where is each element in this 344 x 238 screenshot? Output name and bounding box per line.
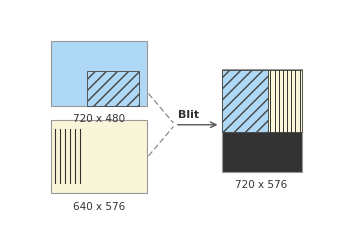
- Bar: [268, 69, 302, 132]
- Bar: [222, 69, 302, 172]
- Text: 720 x 576: 720 x 576: [236, 180, 288, 190]
- Text: Blit: Blit: [178, 110, 199, 120]
- Bar: [222, 69, 268, 132]
- Bar: [51, 120, 147, 193]
- Bar: [51, 41, 147, 105]
- Text: 720 x 480: 720 x 480: [73, 114, 125, 124]
- Text: 640 x 576: 640 x 576: [73, 202, 125, 212]
- Bar: [87, 71, 139, 105]
